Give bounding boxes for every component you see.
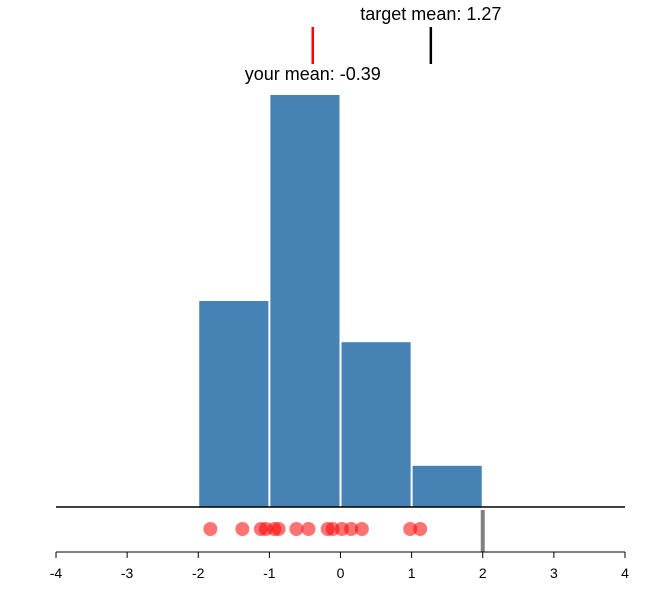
x-axis: -4 -3 -2 -1 0 1 2 3 4 [50,551,629,581]
sample-point [344,522,359,536]
sample-point [289,522,304,536]
x-tick-label: -1 [263,565,276,581]
x-tick-label: -3 [121,565,134,581]
sample-points [203,522,428,536]
histogram-bar [199,301,269,507]
x-tick-label: 3 [550,565,558,581]
x-tick-label: 2 [479,565,487,581]
sample-point [413,522,428,536]
x-tick-label: -2 [192,565,205,581]
histogram-bar [412,465,482,507]
sample-point [301,522,316,536]
histogram-bar [341,342,411,507]
sample-point [403,522,418,536]
x-tick-label: 0 [337,565,345,581]
your-mean-label: your mean: -0.39 [245,64,381,84]
x-tick-label: -4 [50,565,63,581]
sample-point [354,522,369,536]
histogram-bar [270,95,340,507]
target-mean-label: target mean: 1.27 [360,4,501,24]
x-tick-label: 4 [621,565,629,581]
histogram-bars [199,95,482,507]
sample-point [271,522,286,536]
x-tick-label: 1 [408,565,416,581]
sample-point [235,522,250,536]
sample-point [203,522,218,536]
